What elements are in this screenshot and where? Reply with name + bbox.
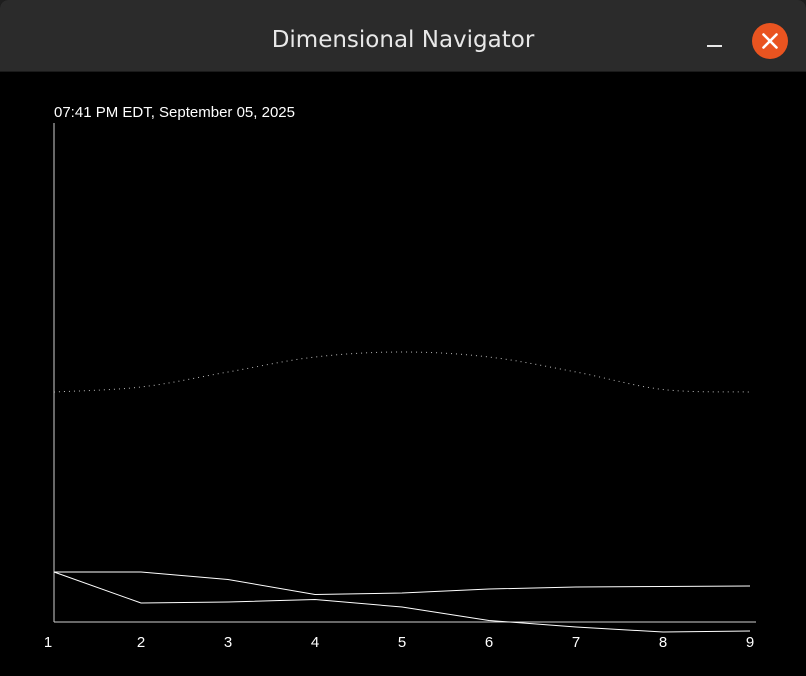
title-bar[interactable]: Dimensional Navigator [0, 0, 806, 72]
minimize-button[interactable] [696, 26, 732, 58]
series-lines [53, 351, 751, 633]
series-line-2 [54, 571, 751, 596]
x-tick-label: 1 [44, 634, 52, 651]
window-title: Dimensional Navigator [271, 27, 535, 53]
x-tick-label: 2 [137, 634, 145, 651]
minimize-icon [707, 45, 722, 47]
x-tick-label: 3 [224, 634, 232, 651]
x-tick-label: 4 [311, 634, 319, 651]
chart: 07:41 PM EDT, September 05, 2025 1 2 3 4 5 6 7… [44, 104, 756, 651]
x-tick-label: 5 [398, 634, 406, 651]
close-button[interactable] [752, 23, 788, 59]
x-tick-label: 6 [485, 634, 493, 651]
series-line-3 [53, 571, 751, 633]
chart-title: 07:41 PM EDT, September 05, 2025 [54, 104, 295, 121]
x-tick-labels: 1 2 3 4 5 6 7 8 9 [44, 634, 754, 651]
x-tick-label: 9 [746, 634, 754, 651]
series-line-1 [53, 351, 751, 393]
x-tick-label: 7 [572, 634, 580, 651]
x-tick-label: 8 [659, 634, 667, 651]
close-icon [762, 33, 778, 49]
